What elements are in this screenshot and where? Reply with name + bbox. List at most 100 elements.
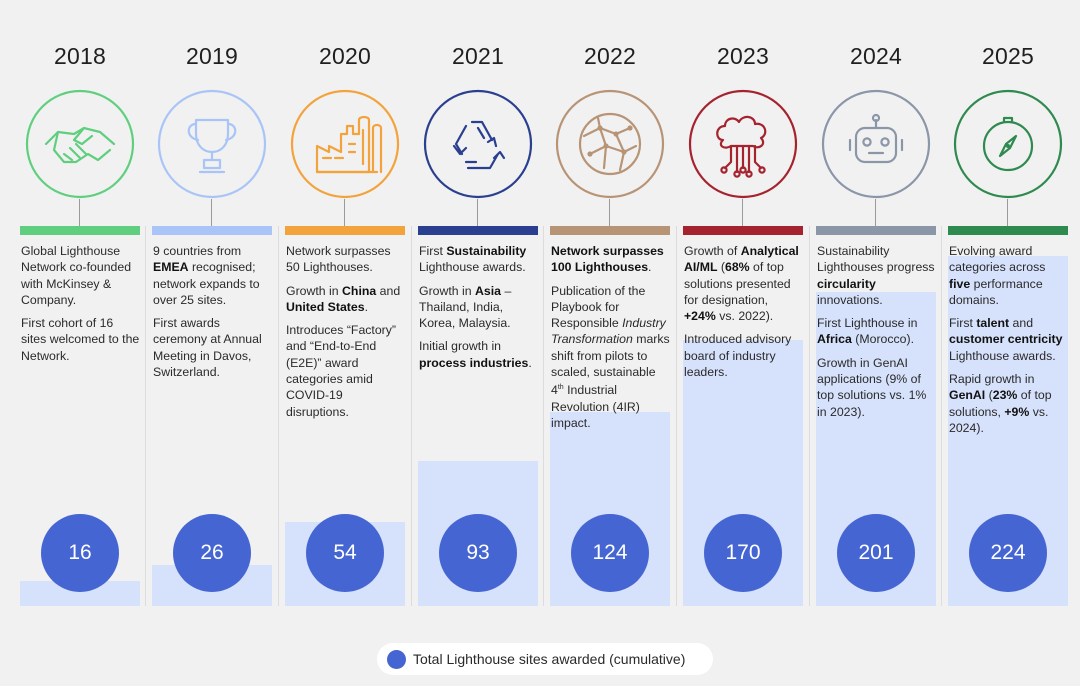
trophy-icon: [156, 88, 268, 200]
year-label: 2024: [850, 43, 902, 69]
factory-icon: [289, 88, 401, 200]
text-segment: Growth of: [684, 244, 741, 258]
milestone-paragraph: Growth of Analytical AI/ML (68% of top s…: [684, 243, 803, 324]
column-separator: [543, 226, 544, 606]
sites-count-bubble: 26: [173, 514, 251, 592]
text-segment: Lighthouse awards.: [949, 348, 1056, 363]
column-separator: [411, 226, 412, 606]
globe-network-icon: [554, 88, 666, 200]
text-segment: Publication of the Playbook for Responsi…: [551, 283, 646, 331]
sites-count-bubble: 16: [41, 514, 119, 592]
sites-count-bubble: 201: [837, 514, 915, 592]
milestone-description: Growth of Analytical AI/ML (68% of top s…: [684, 243, 803, 387]
text-segment: +24%: [684, 309, 716, 324]
year-color-band: [816, 226, 936, 235]
milestone-description: Evolving award categories across five pe…: [949, 243, 1068, 443]
year-label: 2019: [186, 43, 238, 69]
text-segment: innovations.: [817, 292, 883, 307]
text-segment: Introduces “Factory” and “End-to-End (E2…: [286, 323, 397, 419]
text-segment: 23%: [992, 388, 1018, 403]
milestone-paragraph: Growth in China and United States.: [286, 283, 405, 316]
year-label: 2022: [584, 43, 636, 69]
sites-count-bubble: 93: [439, 514, 517, 592]
text-segment: vs. 2024).: [949, 404, 1049, 435]
text-segment: – Thailand, India, Korea, Malaysia.: [419, 283, 512, 331]
sites-count-bubble: 170: [704, 514, 782, 592]
text-segment: Industrial Revolution (4IR) impact.: [551, 383, 640, 431]
year-label: 2021: [452, 43, 504, 69]
text-segment: customer centricity: [949, 332, 1063, 347]
text-segment: vs. 2022).: [715, 309, 774, 324]
timeline-column-2019: 2019 9 countries from EMEA recognised; n…: [152, 0, 272, 620]
text-segment: +9%: [1004, 404, 1030, 419]
milestone-description: Network surpasses 50 Lighthouses. Growth …: [286, 243, 405, 427]
column-separator: [809, 226, 810, 606]
text-segment: Growth in GenAI applications (9% of top …: [817, 355, 927, 419]
timeline-column-2022: 2022 Network surpasses 100 Lighthouses. P…: [550, 0, 670, 620]
legend-swatch: [387, 649, 406, 669]
column-separator: [278, 226, 279, 606]
text-segment: performance domains.: [949, 276, 1043, 307]
milestone-paragraph: Evolving award categories across five pe…: [949, 243, 1068, 308]
text-segment: Network surpasses 100 Lighthouses: [551, 244, 664, 275]
text-segment: .: [648, 260, 652, 275]
text-segment: process industries: [419, 355, 529, 370]
year-label: 2018: [54, 43, 106, 69]
milestone-description: First Sustainability Lighthouse awards. G…: [419, 243, 538, 378]
text-segment: th: [557, 384, 564, 392]
year-color-band: [20, 226, 140, 235]
text-segment: .: [364, 299, 369, 314]
text-segment: circularity: [817, 276, 876, 291]
text-segment: 9 countries from: [153, 244, 242, 258]
legend-label: Total Lighthouse sites awarded (cumulati…: [413, 651, 686, 667]
text-segment: Network surpasses 50 Lighthouses.: [286, 244, 391, 275]
text-segment: and: [1009, 316, 1034, 331]
milestone-paragraph: Introduces “Factory” and “End-to-End (E2…: [286, 322, 405, 420]
text-segment: talent: [976, 316, 1010, 331]
connector-line: [79, 199, 81, 227]
column-separator: [941, 226, 942, 606]
milestone-paragraph: Introduced advisory board of industry le…: [684, 331, 803, 380]
text-segment: Growth in: [286, 283, 343, 298]
year-color-band: [550, 226, 670, 235]
text-segment: Industry Transformation: [551, 316, 666, 347]
year-label: 2025: [982, 43, 1034, 69]
milestone-paragraph: First Lighthouse in Africa (Morocco).: [817, 315, 936, 348]
milestone-paragraph: Sustainability Lighthouses progress circ…: [817, 243, 936, 308]
year-color-band: [683, 226, 803, 235]
connector-line: [344, 199, 346, 227]
milestone-paragraph: First cohort of 16 sites welcomed to the…: [21, 315, 140, 364]
timeline-column-2023: 2023 Growth of Analytical AI/ML (68% of …: [683, 0, 803, 620]
connector-line: [1007, 199, 1009, 227]
sites-count-bubble: 54: [306, 514, 384, 592]
year-color-band: [948, 226, 1068, 235]
text-segment: 68%: [724, 260, 750, 275]
milestone-paragraph: Rapid growth in GenAI (23% of top soluti…: [949, 371, 1068, 436]
text-segment: First: [949, 316, 977, 331]
milestone-paragraph: First talent and customer centricity Lig…: [949, 315, 1068, 364]
timeline-column-2021: 2021 First Sustainability Lighthouse awa…: [418, 0, 538, 620]
connector-line: [211, 199, 213, 227]
text-segment: Asia: [475, 283, 502, 298]
column-separator: [145, 226, 146, 606]
robot-icon: [820, 88, 932, 200]
text-segment: Global Lighthouse Network co-founded wit…: [21, 244, 132, 307]
milestone-paragraph: Growth in Asia – Thailand, India, Korea,…: [419, 283, 538, 332]
sites-count-bubble: 124: [571, 514, 649, 592]
timeline-column-2024: 2024 Sustainability Lighthouses progress…: [816, 0, 936, 620]
text-segment: United States: [286, 299, 365, 314]
column-separator: [676, 226, 677, 606]
year-color-band: [285, 226, 405, 235]
timeline-column-2025: 2025 Evolving award categories across fi…: [948, 0, 1068, 620]
connector-line: [875, 199, 877, 227]
text-segment: Africa: [817, 332, 852, 347]
connector-line: [477, 199, 479, 227]
text-segment: Sustainability: [446, 244, 527, 258]
milestone-paragraph: Global Lighthouse Network co-founded wit…: [21, 243, 140, 308]
text-segment: of top solutions,: [949, 388, 1052, 419]
text-segment: .: [528, 355, 532, 370]
text-segment: (: [985, 388, 993, 403]
compass-icon: [952, 88, 1064, 200]
connector-line: [742, 199, 744, 227]
